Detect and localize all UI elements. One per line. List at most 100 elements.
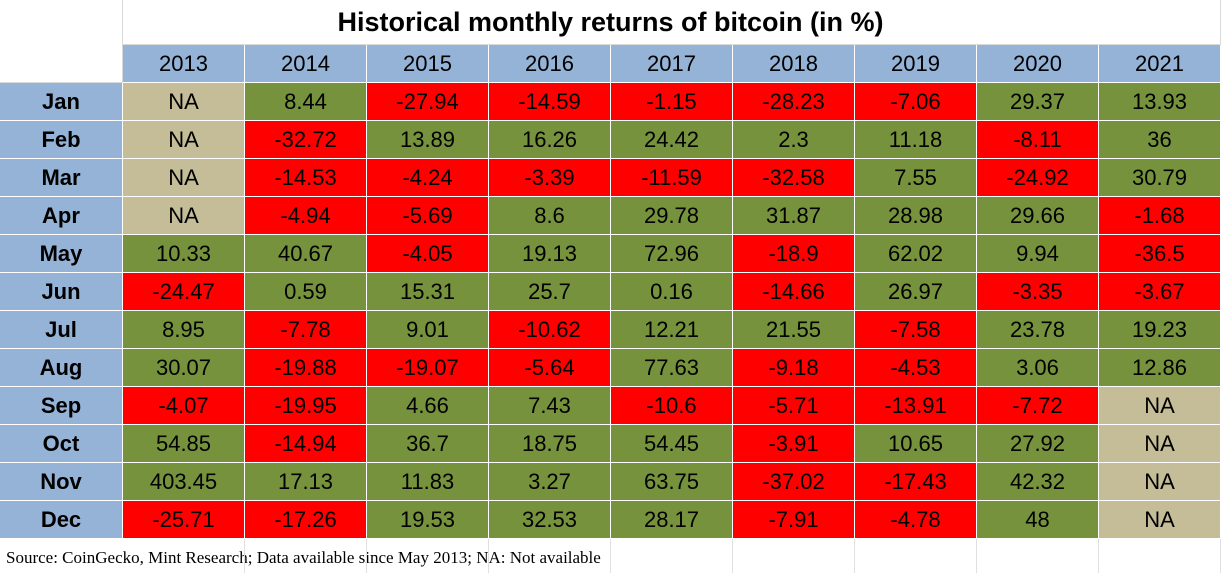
return-cell: -13.91 [855,387,977,425]
column-header: 2015 [367,45,489,83]
return-cell: -17.26 [245,501,367,539]
footer-divider [244,539,245,573]
return-cell: 11.83 [367,463,489,501]
return-cell: 24.42 [611,121,733,159]
footer-divider [1220,539,1221,573]
return-cell: -32.72 [245,121,367,159]
return-cell: 13.89 [367,121,489,159]
return-cell: -7.72 [977,387,1099,425]
return-cell: 29.37 [977,83,1099,121]
row-label: Jun [0,273,123,311]
return-cell: 32.53 [489,501,611,539]
return-cell: NA [123,197,245,235]
return-cell: -7.58 [855,311,977,349]
return-cell: 36 [1099,121,1221,159]
table-title: Historical monthly returns of bitcoin (i… [123,0,1099,45]
row-label: May [0,235,123,273]
row-label: Nov [0,463,123,501]
return-cell: NA [1099,501,1221,539]
return-cell: 2.3 [733,121,855,159]
return-cell: -1.68 [1099,197,1221,235]
return-cell: 9.94 [977,235,1099,273]
return-cell: -14.66 [733,273,855,311]
return-cell: 31.87 [733,197,855,235]
return-cell: 28.98 [855,197,977,235]
return-cell: -5.69 [367,197,489,235]
row-label: Dec [0,501,123,539]
return-cell: -14.94 [245,425,367,463]
return-cell: NA [123,83,245,121]
footer-divider [488,539,489,573]
return-cell: -24.92 [977,159,1099,197]
return-cell: 8.95 [123,311,245,349]
return-cell: -4.05 [367,235,489,273]
return-cell: -4.78 [855,501,977,539]
return-cell: 17.13 [245,463,367,501]
row-label: Jan [0,83,123,121]
return-cell: 16.26 [489,121,611,159]
return-cell: -4.07 [123,387,245,425]
return-cell: 29.66 [977,197,1099,235]
blank-cell [1099,0,1221,45]
return-cell: 7.55 [855,159,977,197]
return-cell: -7.78 [245,311,367,349]
column-header: 2019 [855,45,977,83]
return-cell: -28.23 [733,83,855,121]
return-cell: 48 [977,501,1099,539]
footer-divider [976,539,977,573]
return-cell: 3.27 [489,463,611,501]
return-cell: 18.75 [489,425,611,463]
return-cell: 0.59 [245,273,367,311]
return-cell: 62.02 [855,235,977,273]
footer-divider [854,539,855,573]
return-cell: 403.45 [123,463,245,501]
return-cell: -8.11 [977,121,1099,159]
return-cell: -4.24 [367,159,489,197]
row-label: Oct [0,425,123,463]
row-label: Feb [0,121,123,159]
return-cell: -18.9 [733,235,855,273]
footer-divider [732,539,733,573]
footer-divider [1098,539,1099,573]
return-cell: -3.39 [489,159,611,197]
return-cell: 10.65 [855,425,977,463]
return-cell: 19.53 [367,501,489,539]
return-cell: 30.79 [1099,159,1221,197]
return-cell: 63.75 [611,463,733,501]
return-cell: NA [1099,463,1221,501]
column-header: 2017 [611,45,733,83]
return-cell: -7.91 [733,501,855,539]
row-label: Sep [0,387,123,425]
return-cell: -3.67 [1099,273,1221,311]
return-cell: -4.53 [855,349,977,387]
return-cell: -3.35 [977,273,1099,311]
return-cell: -19.07 [367,349,489,387]
return-cell: 3.06 [977,349,1099,387]
row-label: Aug [0,349,123,387]
return-cell: -3.91 [733,425,855,463]
return-cell: 19.13 [489,235,611,273]
return-cell: -14.59 [489,83,611,121]
return-cell: -32.58 [733,159,855,197]
return-cell: 72.96 [611,235,733,273]
return-cell: NA [123,159,245,197]
return-cell: 36.7 [367,425,489,463]
return-cell: 40.67 [245,235,367,273]
column-header: 2021 [1099,45,1221,83]
column-header: 2013 [123,45,245,83]
return-cell: -37.02 [733,463,855,501]
column-header: 2016 [489,45,611,83]
return-cell: NA [123,121,245,159]
return-cell: -9.18 [733,349,855,387]
return-cell: 8.44 [245,83,367,121]
return-cell: -27.94 [367,83,489,121]
return-cell: 11.18 [855,121,977,159]
return-cell: 25.7 [489,273,611,311]
return-cell: 10.33 [123,235,245,273]
column-header: 2014 [245,45,367,83]
return-cell: -4.94 [245,197,367,235]
return-cell: NA [1099,425,1221,463]
return-cell: 26.97 [855,273,977,311]
source-note: Source: CoinGecko, Mint Research; Data a… [6,548,601,567]
